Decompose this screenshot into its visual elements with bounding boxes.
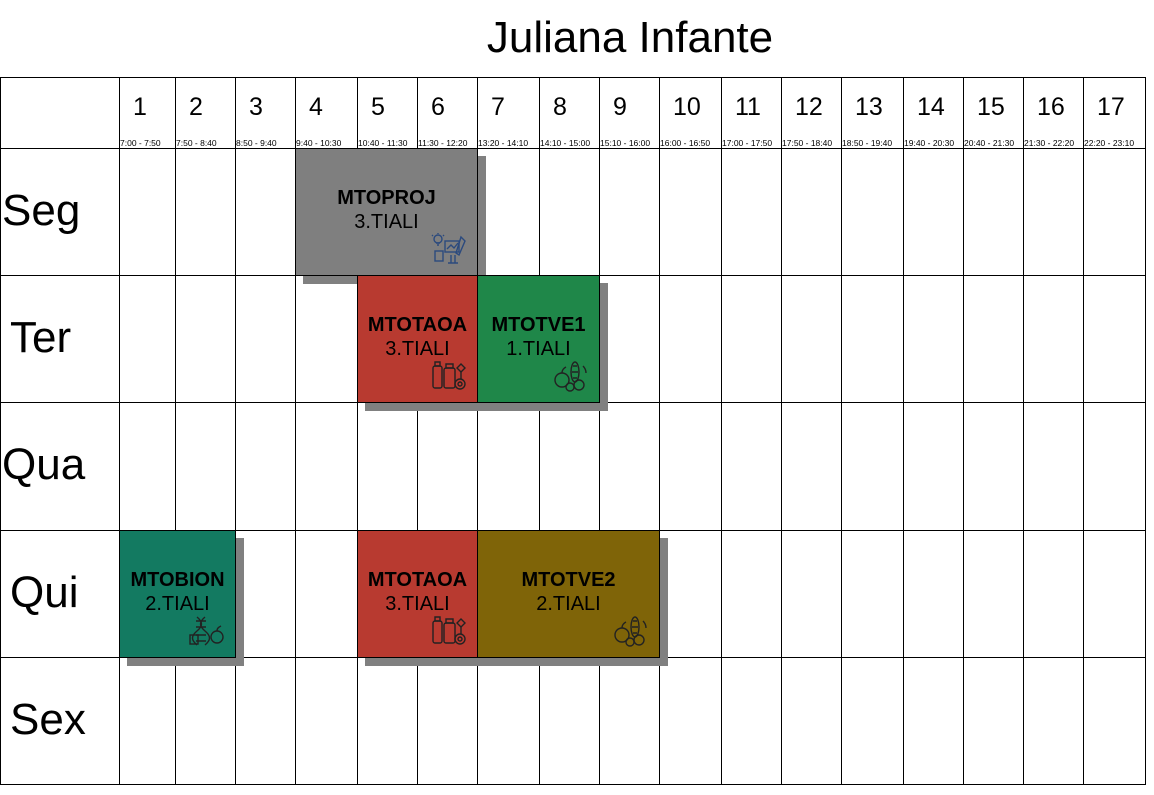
- period-number: 3: [249, 93, 263, 121]
- period-number: 8: [553, 93, 567, 121]
- day-label-sex: Sex: [10, 695, 86, 744]
- grid-column-line: [417, 77, 418, 785]
- class-code: MTOPROJ: [337, 187, 436, 209]
- period-time: 22:20 - 23:10: [1084, 138, 1135, 148]
- grid-column-line: [295, 77, 296, 785]
- period-number: 16: [1037, 93, 1065, 121]
- grid-row-line: [0, 77, 1146, 78]
- period-number: 2: [189, 93, 203, 121]
- class-block-mtotaoa[interactable]: MTOTAOA 3.TIALI: [357, 530, 478, 658]
- period-number: 1: [133, 93, 147, 121]
- period-time: 15:10 - 16:00: [600, 138, 651, 148]
- page-title: Juliana Infante: [486, 13, 774, 62]
- period-time: 21:30 - 22:20: [1024, 138, 1075, 148]
- class-block-mtotaoa[interactable]: MTOTAOA 3.TIALI: [357, 275, 478, 403]
- period-time: 7:50 - 8:40: [176, 138, 217, 148]
- grid-column-line: [963, 77, 964, 785]
- grid-column-line: [659, 77, 660, 785]
- grid-row-line: [0, 148, 1146, 149]
- day-label-seg: Seg: [2, 186, 81, 235]
- period-number: 10: [673, 93, 701, 121]
- class-code: MTOTAOA: [367, 314, 468, 336]
- class-block-mtoproj[interactable]: MTOPROJ 3.TIALI: [295, 148, 478, 276]
- grid-row-line: [0, 784, 1146, 785]
- day-label-qua: Qua: [2, 440, 86, 489]
- class-block-mtotve2[interactable]: MTOTVE2 2.TIALI: [477, 530, 660, 658]
- class-code: MTOTVE2: [521, 569, 616, 591]
- class-block-mtotve1[interactable]: MTOTVE1 1.TIALI: [477, 275, 600, 403]
- period-number: 5: [371, 93, 385, 121]
- period-time: 8:50 - 9:40: [236, 138, 277, 148]
- grid-column-line: [903, 77, 904, 785]
- class-code: MTOTAOA: [367, 569, 468, 591]
- class-code: MTOTVE1: [491, 314, 586, 336]
- day-label-ter: Ter: [10, 313, 72, 362]
- period-time: 19:40 - 20:30: [904, 138, 955, 148]
- class-group: 1.TIALI: [506, 338, 571, 360]
- class-group: 3.TIALI: [385, 593, 450, 615]
- grid-column-line: [781, 77, 782, 785]
- period-number: 11: [735, 93, 761, 121]
- class-block-mtobion[interactable]: MTOBION 2.TIALI: [119, 530, 236, 658]
- period-number: 7: [491, 93, 505, 121]
- grid-column-line: [1145, 77, 1146, 785]
- grid-column-line: [721, 77, 722, 785]
- fruits-vegetables-icon: [553, 360, 589, 392]
- period-number: 13: [855, 93, 883, 121]
- class-group: 2.TIALI: [536, 593, 601, 615]
- period-time: 14:10 - 15:00: [540, 138, 591, 148]
- period-number: 14: [917, 93, 945, 121]
- class-group: 2.TIALI: [145, 593, 210, 615]
- period-number: 15: [977, 93, 1005, 121]
- food-processing-icon: [431, 360, 467, 392]
- grid-column-line: [0, 77, 1, 785]
- period-number: 17: [1097, 93, 1125, 121]
- class-code: MTOBION: [130, 569, 225, 591]
- period-number: 9: [613, 93, 627, 121]
- biotech-food-icon: [189, 615, 225, 647]
- class-group: 3.TIALI: [385, 338, 450, 360]
- period-time: 18:50 - 19:40: [842, 138, 893, 148]
- grid-column-line: [477, 77, 478, 785]
- period-time: 17:50 - 18:40: [782, 138, 833, 148]
- grid-column-line: [1023, 77, 1024, 785]
- grid-column-line: [841, 77, 842, 785]
- grid-column-line: [357, 77, 358, 785]
- period-time: 9:40 - 10:30: [296, 138, 342, 148]
- period-time: 7:00 - 7:50: [120, 138, 161, 148]
- grid-column-line: [599, 77, 600, 785]
- fruits-vegetables-icon: [613, 615, 649, 647]
- project-design-icon: [431, 233, 467, 265]
- period-number: 4: [309, 93, 323, 121]
- grid-column-line: [175, 77, 176, 785]
- period-time: 17:00 - 17:50: [722, 138, 773, 148]
- period-time: 13:20 - 14:10: [478, 138, 529, 148]
- grid-column-line: [119, 77, 120, 785]
- period-time: 20:40 - 21:30: [964, 138, 1015, 148]
- period-number: 6: [431, 93, 445, 121]
- period-number: 12: [795, 93, 823, 121]
- period-time: 11:30 - 12:20: [418, 138, 468, 148]
- food-processing-icon: [431, 615, 467, 647]
- grid-column-line: [1083, 77, 1084, 785]
- period-time: 10:40 - 11:30: [358, 138, 408, 148]
- grid-column-line: [235, 77, 236, 785]
- day-label-qui: Qui: [10, 568, 79, 617]
- period-time: 16:00 - 16:50: [660, 138, 711, 148]
- grid-column-line: [539, 77, 540, 785]
- class-group: 3.TIALI: [354, 211, 419, 233]
